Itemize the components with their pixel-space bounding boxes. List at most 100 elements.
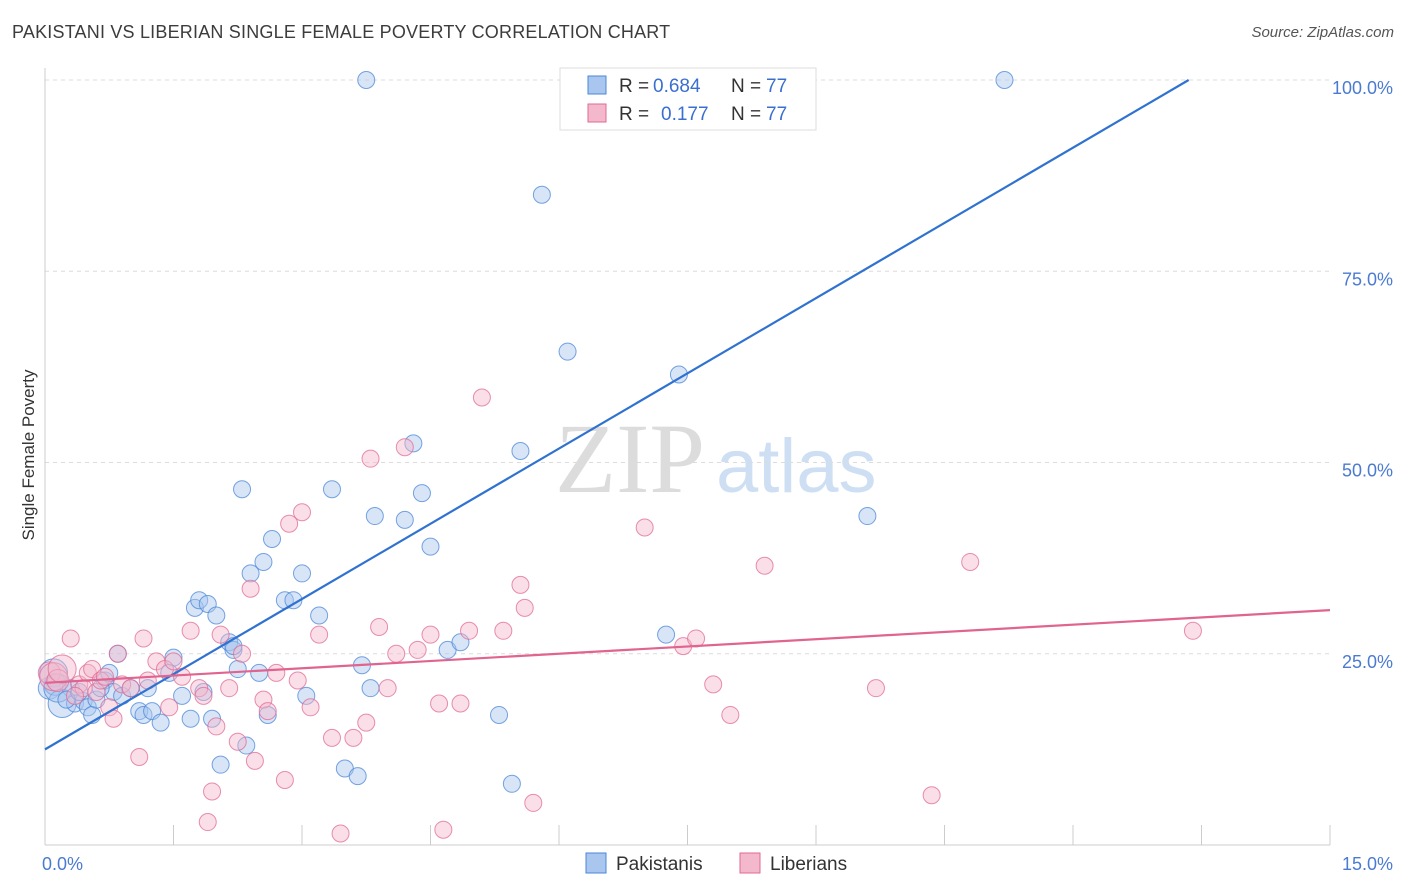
data-point xyxy=(47,654,77,684)
data-point xyxy=(233,480,252,499)
data-point xyxy=(322,728,341,747)
data-point xyxy=(502,774,521,793)
data-point xyxy=(532,185,551,204)
data-point xyxy=(224,640,243,659)
data-point xyxy=(245,751,264,770)
data-point xyxy=(357,713,376,732)
data-point xyxy=(61,629,80,648)
data-point xyxy=(190,591,209,610)
data-point xyxy=(228,660,247,679)
legend-n-value-liberians: 77 xyxy=(766,104,787,125)
data-point xyxy=(858,507,877,526)
legend-swatch-pakistanis xyxy=(587,75,607,95)
data-point xyxy=(151,713,170,732)
data-point xyxy=(866,679,885,698)
legend-r-value-pakistanis: 0.684 xyxy=(653,76,701,97)
correlation-legend: R = 0.684 N = 77 R = 0.177 N = 77 xyxy=(559,67,817,131)
data-point xyxy=(494,621,513,640)
trend-line-pakistanis xyxy=(44,79,1190,751)
y-tick-label: 50.0% xyxy=(1342,461,1393,481)
bottom-legend-label-pakistanis: Pakistanis xyxy=(616,854,703,875)
data-point xyxy=(241,579,260,598)
data-point xyxy=(472,388,491,407)
data-point xyxy=(108,644,127,663)
data-point xyxy=(434,820,453,839)
data-point xyxy=(331,824,350,843)
data-point xyxy=(293,503,311,522)
data-point xyxy=(395,510,414,529)
data-point xyxy=(1183,621,1202,640)
data-point xyxy=(297,686,316,705)
data-point xyxy=(721,705,740,724)
data-point xyxy=(121,679,140,698)
legend-r-label: R = xyxy=(619,104,649,125)
data-point xyxy=(310,606,329,625)
bottom-legend-swatch-pakistanis xyxy=(585,852,607,874)
series-liberians xyxy=(37,388,1202,843)
data-point xyxy=(460,621,479,640)
legend-n-label: N = xyxy=(731,104,761,125)
data-point xyxy=(267,663,286,682)
watermark-zip: ZIP xyxy=(555,403,705,514)
bottom-legend-label-liberians: Liberians xyxy=(770,854,847,875)
data-point xyxy=(404,434,423,453)
data-point xyxy=(181,709,200,728)
tick-labels: 25.0% 50.0% 75.0% 100.0% 0.0% 15.0% xyxy=(42,78,1393,874)
data-point xyxy=(490,705,509,724)
data-point xyxy=(511,442,530,461)
data-point xyxy=(181,621,200,640)
data-point xyxy=(558,342,577,361)
data-point xyxy=(361,679,380,698)
bottom-legend-swatch-liberians xyxy=(739,852,761,874)
data-point xyxy=(361,449,380,468)
data-point xyxy=(263,530,282,548)
x-tick-label: 15.0% xyxy=(1342,854,1393,874)
data-point xyxy=(922,786,941,805)
data-point xyxy=(421,625,440,644)
x-tick-label: 0.0% xyxy=(42,854,83,874)
data-point xyxy=(430,694,449,713)
data-point xyxy=(310,625,329,644)
data-point xyxy=(95,667,114,686)
data-point xyxy=(237,736,256,755)
legend-r-label: R = xyxy=(619,76,649,97)
data-point xyxy=(228,732,247,751)
data-point xyxy=(357,71,376,89)
data-point xyxy=(130,748,149,767)
data-point xyxy=(211,755,230,774)
legend-swatch-liberians xyxy=(587,103,607,123)
data-point xyxy=(211,625,230,644)
watermark: ZIP atlas xyxy=(555,403,877,514)
series-legend: Pakistanis Liberians xyxy=(585,852,847,875)
data-point xyxy=(87,683,106,701)
data-point xyxy=(515,598,534,617)
data-point xyxy=(207,606,226,625)
chart-title: PAKISTANI VS LIBERIAN SINGLE FEMALE POVE… xyxy=(12,22,671,42)
gridlines xyxy=(45,79,1330,655)
data-point xyxy=(241,564,260,583)
data-point xyxy=(254,690,273,709)
source-label: Source: ZipAtlas.com xyxy=(1251,24,1394,41)
data-point xyxy=(635,518,654,537)
data-point xyxy=(322,480,341,499)
y-axis-title: Single Female Poverty xyxy=(19,369,38,541)
data-point xyxy=(288,671,307,690)
data-point xyxy=(370,617,389,636)
data-point xyxy=(687,629,706,648)
data-point xyxy=(250,663,269,682)
data-point xyxy=(387,644,406,663)
data-point xyxy=(220,679,239,698)
data-point xyxy=(173,667,192,686)
data-point xyxy=(704,675,723,694)
data-point xyxy=(395,438,414,457)
data-point xyxy=(233,644,252,663)
data-point xyxy=(293,564,311,583)
axes xyxy=(44,68,1331,846)
watermark-atlas: atlas xyxy=(716,424,877,509)
legend-n-value-pakistanis: 77 xyxy=(766,76,787,97)
data-point xyxy=(173,686,192,705)
data-point xyxy=(365,507,384,526)
data-point xyxy=(995,71,1014,89)
data-point xyxy=(280,514,299,533)
data-point xyxy=(164,652,183,671)
